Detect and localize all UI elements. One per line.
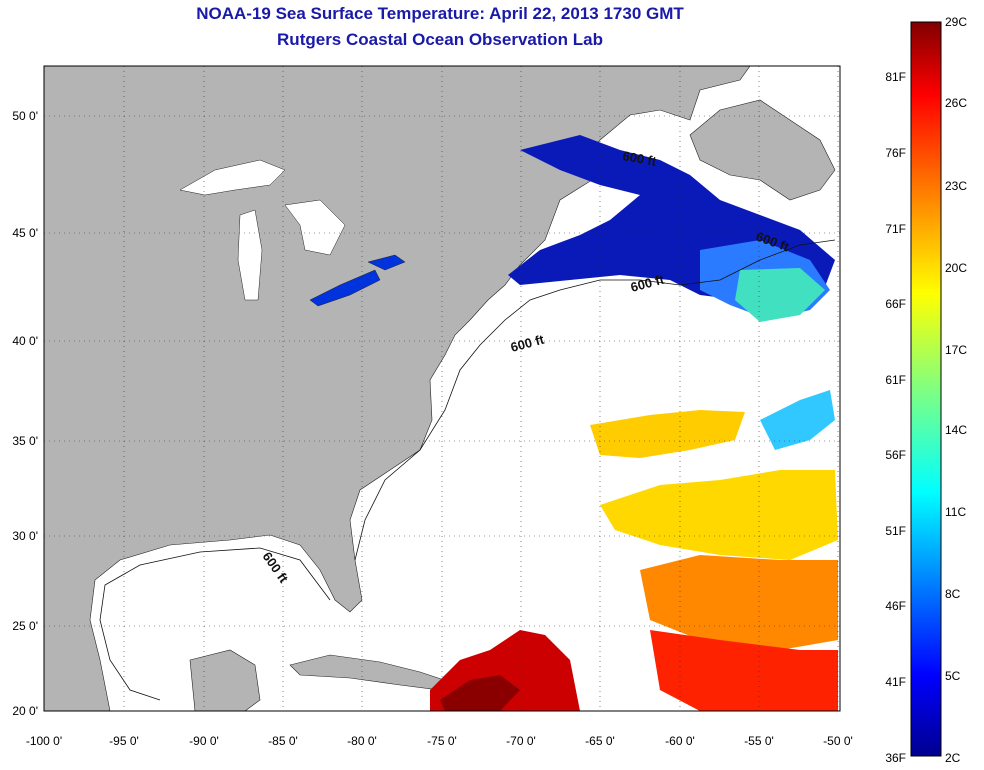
latitude-tick-label: 45 0' <box>12 226 38 240</box>
colorbar-c-label: 23C <box>945 179 967 193</box>
isobath-line-gulf <box>99 547 331 701</box>
isobath-label-stlawrence: 600 ft <box>621 148 658 169</box>
latitude-tick-label: 40 0' <box>12 334 38 348</box>
longitude-tick-label: -100 0' <box>26 734 62 748</box>
lake-superior <box>179 159 286 196</box>
latitude-tick-label: 50 0' <box>12 109 38 123</box>
lake-huron <box>284 199 346 256</box>
colorbar-f-label: 51F <box>885 524 906 538</box>
map-title: NOAA-19 Sea Surface Temperature: April 2… <box>196 4 684 23</box>
sst-subtropical-red <box>650 630 838 711</box>
longitude-tick-label: -95 0' <box>109 734 139 748</box>
colorbar-c-label: 14C <box>945 423 967 437</box>
newfoundland-land <box>689 99 836 201</box>
latitude-tick-label: 35 0' <box>12 434 38 448</box>
colorbar-c-label: 8C <box>945 587 961 601</box>
map-subtitle: Rutgers Coastal Ocean Observation Lab <box>277 30 603 49</box>
colorbar-f-label: 71F <box>885 222 906 236</box>
lake-michigan <box>237 209 263 301</box>
colorbar-c-label: 29C <box>945 15 967 29</box>
colorbar-f-label: 56F <box>885 448 906 462</box>
colorbar-c-label: 20C <box>945 261 967 275</box>
colorbar-f-label: 81F <box>885 70 906 84</box>
colorbar-f-label: 61F <box>885 373 906 387</box>
longitude-tick-label: -75 0' <box>427 734 457 748</box>
latitude-tick-label: 25 0' <box>12 619 38 633</box>
colorbar-f-label: 76F <box>885 146 906 160</box>
colorbar-f-label: 36F <box>885 751 906 765</box>
colorbar-f-label: 41F <box>885 675 906 689</box>
longitude-tick-label: -65 0' <box>585 734 615 748</box>
latitude-tick-label: 20 0' <box>12 704 38 718</box>
sst-mid-atlantic-yellow <box>590 410 745 458</box>
latitude-labels: 50 0' 45 0' 40 0' 35 0' 30 0' 25 0' 20 0' <box>12 109 38 718</box>
colorbar-c-label: 26C <box>945 96 967 110</box>
longitude-tick-label: -60 0' <box>665 734 695 748</box>
colorbar-c-label: 5C <box>945 669 961 683</box>
colorbar <box>910 21 942 757</box>
north-america-land <box>44 66 751 711</box>
map-frame <box>43 65 841 712</box>
longitude-labels: -100 0' -95 0' -90 0' -85 0' -80 0' -75 0' -70… <box>26 734 853 748</box>
yucatan-land <box>189 649 261 711</box>
sst-caribbean-darkred <box>440 675 520 711</box>
colorbar-f-label: 46F <box>885 599 906 613</box>
sst-cold-green <box>735 268 825 322</box>
longitude-tick-label: -70 0' <box>506 734 536 748</box>
colorbar-c-label: 17C <box>945 343 967 357</box>
colorbar-c-label: 11C <box>945 505 966 519</box>
colorbar-c-label: 2C <box>945 751 961 765</box>
lake-erie <box>309 269 381 307</box>
colorbar-f-label: 66F <box>885 297 906 311</box>
longitude-tick-label: -90 0' <box>189 734 219 748</box>
longitude-tick-label: -50 0' <box>823 734 853 748</box>
isobath-line <box>354 239 836 561</box>
latitude-tick-label: 30 0' <box>12 529 38 543</box>
colorbar-fahrenheit-labels: 81F 76F 71F 66F 61F 56F 51F 46F 41F 36F <box>885 70 906 765</box>
lake-ontario <box>367 254 406 271</box>
longitude-tick-label: -85 0' <box>268 734 298 748</box>
colorbar-celsius-labels: 29C 26C 23C 20C 17C 14C 11C 8C 5C 2C <box>945 15 967 765</box>
sst-subtropical-yellow <box>600 470 838 560</box>
sst-mid-atlantic-cyan <box>760 390 835 450</box>
longitude-tick-label: -55 0' <box>744 734 774 748</box>
longitude-tick-label: -80 0' <box>347 734 377 748</box>
